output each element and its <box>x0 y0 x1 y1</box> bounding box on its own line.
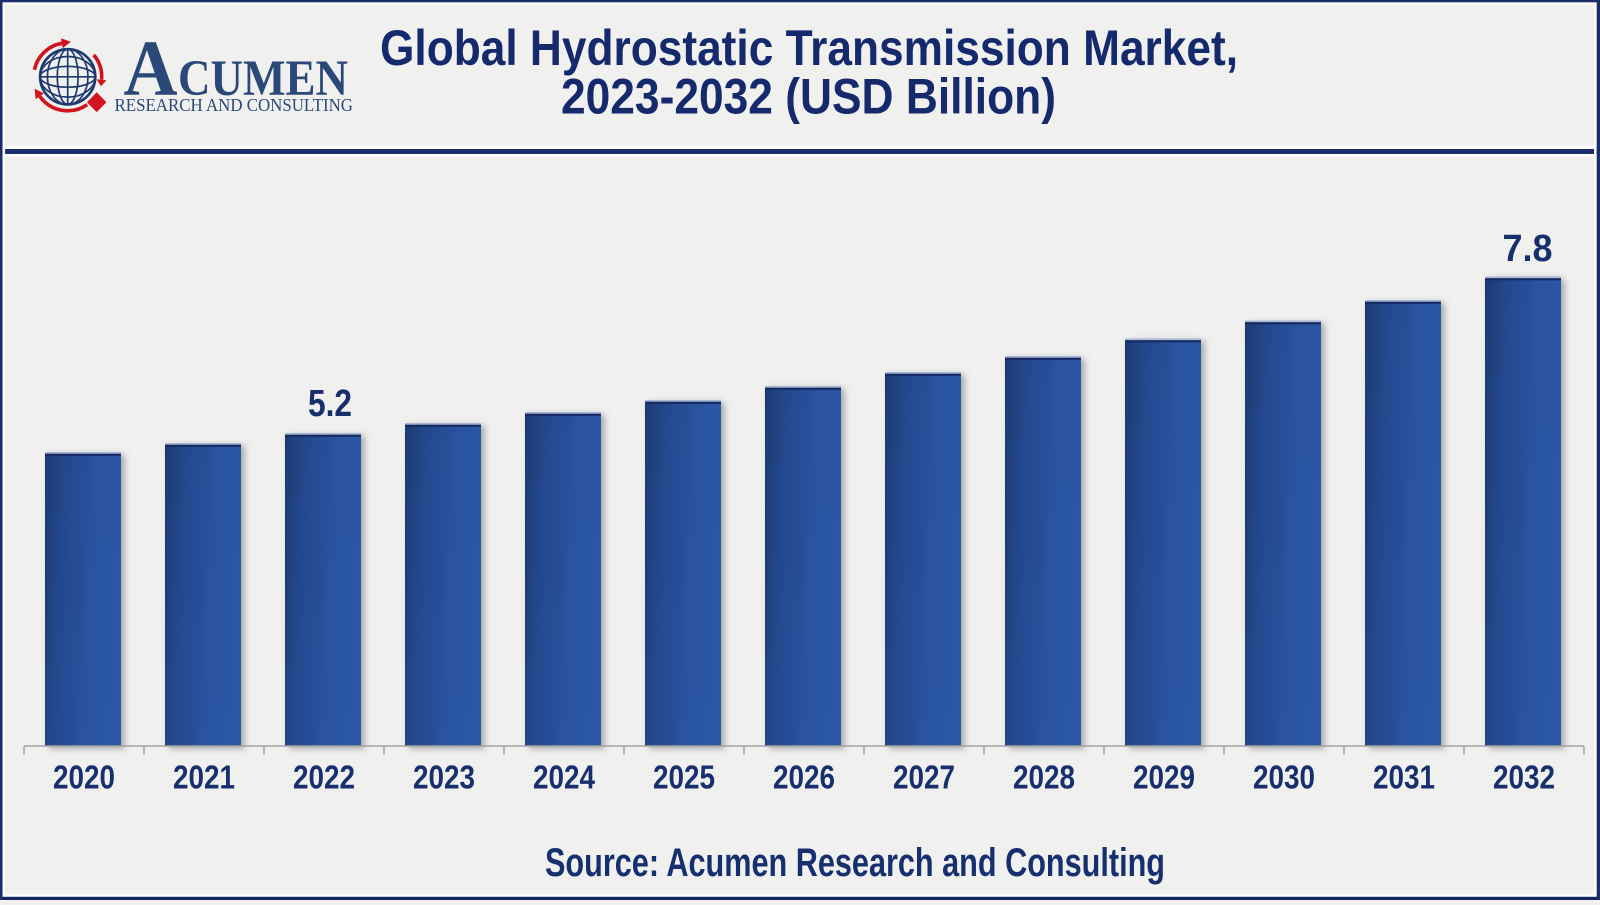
svg-text:2020: 2020 <box>53 759 115 796</box>
svg-text:2030: 2030 <box>1253 759 1315 796</box>
svg-text:2032: 2032 <box>1493 759 1555 796</box>
svg-text:RESEARCH AND CONSULTING: RESEARCH AND CONSULTING <box>115 95 354 115</box>
svg-text:2031: 2031 <box>1373 759 1435 796</box>
svg-text:2027: 2027 <box>893 759 955 796</box>
svg-text:Global Hydrostatic Transmissio: Global Hydrostatic Transmission Market, <box>380 20 1238 76</box>
svg-text:2023: 2023 <box>413 759 475 796</box>
svg-text:5.2: 5.2 <box>308 383 352 425</box>
svg-text:Source: Acumen Research and Co: Source: Acumen Research and Consulting <box>545 841 1165 885</box>
svg-text:2029: 2029 <box>1133 759 1195 796</box>
svg-text:2026: 2026 <box>773 759 835 796</box>
svg-text:A: A <box>124 26 178 113</box>
svg-text:2022: 2022 <box>293 759 355 796</box>
svg-text:2021: 2021 <box>173 759 235 796</box>
svg-text:2024: 2024 <box>533 759 596 796</box>
svg-text:7.8: 7.8 <box>1503 228 1553 270</box>
svg-text:2025: 2025 <box>653 759 715 796</box>
svg-text:2023-2032 (USD Billion): 2023-2032 (USD Billion) <box>561 69 1056 125</box>
svg-text:CUMEN: CUMEN <box>178 51 348 107</box>
svg-text:2028: 2028 <box>1013 759 1075 796</box>
